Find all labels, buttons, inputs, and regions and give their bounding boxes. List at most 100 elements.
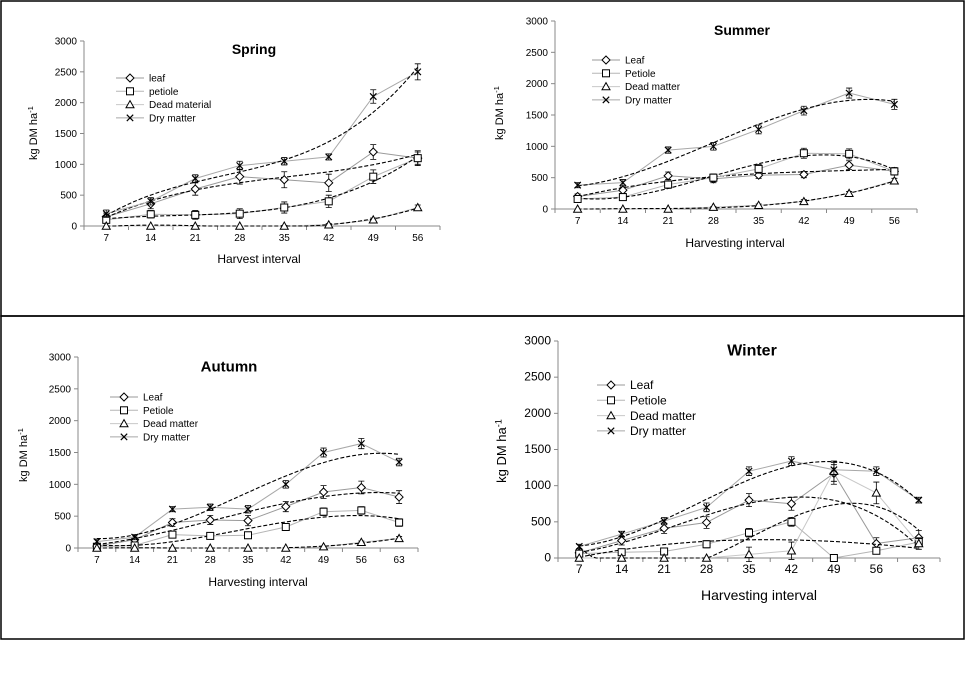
data-point: [368, 147, 378, 157]
x-tick-label: 49: [318, 555, 330, 566]
data-point: [787, 517, 796, 526]
data-point: [357, 506, 366, 515]
y-axis-label-text: kg DM ha: [18, 434, 30, 482]
data-point: [102, 210, 110, 218]
data-point: [281, 522, 290, 531]
y-tick-label: 0: [544, 551, 551, 565]
series-trend-line: [106, 155, 419, 220]
x-tick-label: 35: [242, 555, 254, 566]
data-point: [324, 197, 333, 206]
data-point: [872, 467, 880, 475]
series-1: [92, 506, 404, 551]
data-point: [235, 209, 244, 218]
legend-marker: [126, 114, 134, 122]
y-tick-label: 1500: [526, 111, 549, 122]
data-point: [660, 517, 668, 525]
y-tick-label: 2500: [49, 384, 72, 395]
y-tick-label: 500: [54, 512, 71, 523]
data-point: [574, 181, 582, 189]
x-tick-label: 21: [167, 555, 179, 566]
data-point: [753, 200, 764, 209]
data-point: [745, 528, 753, 537]
data-point: [663, 171, 673, 181]
data-point: [890, 100, 898, 108]
data-point: [131, 533, 139, 541]
data-point: [913, 538, 924, 548]
x-tick-label: 42: [798, 216, 810, 227]
y-tick-label: 500: [531, 514, 551, 528]
data-point: [844, 188, 854, 198]
x-axis-label: Harvest interval: [217, 252, 300, 266]
legend-marker: [119, 418, 129, 428]
legend-marker: [120, 406, 128, 415]
series-trend-line: [96, 452, 400, 540]
data-point: [701, 517, 712, 528]
chart-0: 0 500 1000 1500 2000 2500 3000 7 14 21 28 35 42 49 56 S…: [26, 37, 441, 266]
legend-marker: [606, 410, 616, 420]
data-point: [701, 552, 712, 562]
legend-marker: [126, 87, 134, 96]
y-tick-label: 500: [531, 173, 548, 184]
series-trend-line: [579, 461, 920, 547]
chart-1: 0 500 1000 1500 2000 2500 3000 7 14 21 28 35 42 49 56 S…: [492, 17, 918, 250]
y-tick-label: 1000: [55, 160, 78, 171]
x-tick-label: 63: [394, 555, 406, 566]
legend-label: Petiole: [143, 406, 174, 417]
x-tick-label: 14: [615, 562, 629, 576]
x-axis-label: Harvesting interval: [685, 236, 784, 250]
data-point: [279, 220, 290, 230]
series-connector-line: [106, 71, 418, 215]
data-point: [282, 480, 290, 488]
data-point: [323, 219, 334, 229]
data-point: [324, 178, 334, 188]
data-point: [830, 466, 838, 474]
data-point: [872, 546, 881, 555]
x-tick-label: 28: [708, 216, 720, 227]
data-point: [318, 541, 329, 551]
data-point: [799, 196, 809, 206]
y-tick-label: 500: [60, 191, 77, 202]
bottom-panel-frame: [0, 315, 965, 640]
series-1: [102, 150, 422, 224]
data-point: [574, 552, 585, 562]
data-point: [829, 554, 838, 562]
x-tick-label: 35: [279, 233, 291, 244]
x-tick-label: 7: [575, 216, 581, 227]
x-tick-label: 35: [742, 562, 756, 576]
data-point: [664, 146, 672, 154]
y-axis-label-text: kg DM ha: [494, 426, 509, 482]
series-trend-line: [96, 491, 400, 546]
legend-marker: [607, 396, 615, 405]
data-point: [395, 518, 404, 527]
x-axis-label: Harvesting interval: [701, 587, 817, 603]
data-point: [845, 89, 853, 97]
y-tick-label: 1000: [524, 478, 551, 492]
data-point: [325, 153, 333, 161]
y-axis-label-superscript: -1: [16, 428, 25, 435]
x-tick-label: 14: [129, 555, 141, 566]
data-point: [618, 193, 627, 202]
data-point: [575, 542, 583, 551]
x-tick-label: 21: [663, 216, 675, 227]
data-point: [319, 507, 328, 516]
x-tick-label: 28: [205, 555, 217, 566]
data-point: [618, 203, 628, 213]
data-point: [744, 495, 754, 505]
x-tick-label: 28: [700, 562, 714, 576]
data-point: [168, 530, 177, 539]
y-tick-label: 3000: [526, 17, 549, 28]
legend: leaf petiole Dead material Dry matter: [116, 73, 211, 124]
y-tick-label: 0: [542, 205, 548, 216]
chart-2: 0 500 1000 1500 2000 2500 3000 7 14 21 28 35 42 49 56 6…: [16, 353, 419, 589]
data-point: [845, 149, 854, 158]
data-point: [889, 175, 900, 185]
legend-label: Dead material: [149, 100, 211, 111]
legend: Leaf Petiole Dead matter Dry matter: [110, 392, 199, 443]
y-tick-label: 3000: [524, 334, 551, 348]
x-tick-label: 56: [356, 555, 368, 566]
data-point: [844, 160, 854, 170]
data-point: [190, 184, 200, 194]
data-point: [190, 220, 201, 230]
series-1: [573, 147, 899, 203]
legend-label: Dry matter: [630, 424, 686, 438]
